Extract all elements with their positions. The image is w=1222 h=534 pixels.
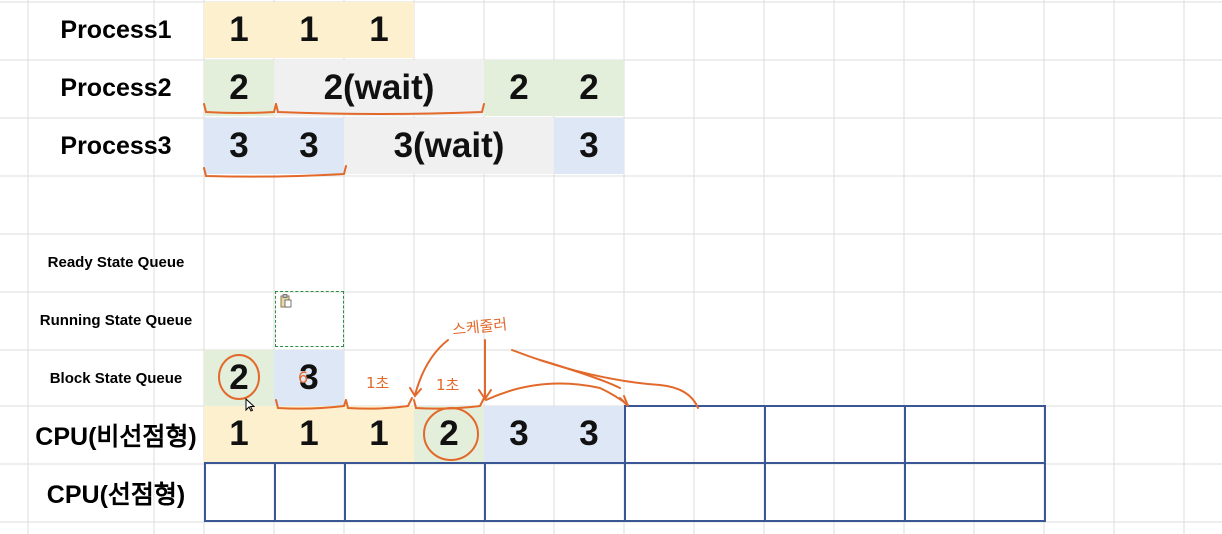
selected-cell[interactable]	[275, 291, 344, 347]
process1-label: Process1	[60, 16, 172, 44]
running-queue-label: Running State Queue	[39, 312, 193, 329]
cpu-pre-cell-6[interactable]	[764, 462, 906, 522]
mouse-cursor-icon	[245, 398, 255, 412]
cpu-pre-cell-3[interactable]	[344, 462, 486, 522]
process1-cell-3[interactable]: 1	[344, 2, 414, 58]
cpu-preemptive-label: CPU(선점형)	[46, 481, 186, 509]
cpu-cell-3[interactable]: 1	[344, 406, 414, 462]
block-queue-cell-1[interactable]: 2	[204, 350, 274, 406]
cpu-pre-cell-1[interactable]	[204, 462, 276, 522]
process1-cell-1[interactable]: 1	[204, 2, 274, 58]
cpu-pre-cell-2[interactable]	[274, 462, 346, 522]
cpu-pre-cell-5[interactable]	[624, 462, 766, 522]
cpu-cell-2[interactable]: 1	[274, 406, 344, 462]
cpu-cell-6[interactable]: 3	[554, 406, 624, 462]
process3-label: Process3	[60, 132, 172, 160]
process2-cell-1[interactable]: 2	[204, 60, 274, 116]
process2-cell-4[interactable]: 2	[554, 60, 624, 116]
process3-cell-4[interactable]: 3	[554, 118, 624, 174]
process3-wait-cell[interactable]: 3(wait)	[344, 118, 554, 174]
cpu-pre-cell-7[interactable]	[904, 462, 1046, 522]
paste-options-icon[interactable]	[280, 294, 292, 308]
process2-wait-cell[interactable]: 2(wait)	[274, 60, 484, 116]
cpu-empty-cell-8[interactable]	[764, 405, 906, 464]
block-queue-cell-2[interactable]: 3	[274, 350, 344, 406]
cpu-cell-1[interactable]: 1	[204, 406, 274, 462]
cpu-empty-cell-9[interactable]	[904, 405, 1046, 464]
ink-mark: 6	[298, 368, 309, 387]
ink-one-sec-b: 1초	[436, 376, 460, 394]
cpu-pre-cell-4[interactable]	[484, 462, 626, 522]
process2-label: Process2	[60, 74, 172, 102]
process3-cell-1[interactable]: 3	[204, 118, 274, 174]
process2-cell-3[interactable]: 2	[484, 60, 554, 116]
process3-cell-2[interactable]: 3	[274, 118, 344, 174]
cpu-cell-4[interactable]: 2	[414, 406, 484, 462]
cpu-empty-cell-7[interactable]	[624, 405, 766, 464]
block-queue-label: Block State Queue	[49, 370, 183, 387]
ready-queue-label: Ready State Queue	[47, 254, 185, 271]
cpu-nonpreemptive-label: CPU(비선점형)	[35, 423, 197, 451]
cpu-cell-5[interactable]: 3	[484, 406, 554, 462]
process1-cell-2[interactable]: 1	[274, 2, 344, 58]
ink-one-sec-a: 1초	[366, 374, 390, 392]
